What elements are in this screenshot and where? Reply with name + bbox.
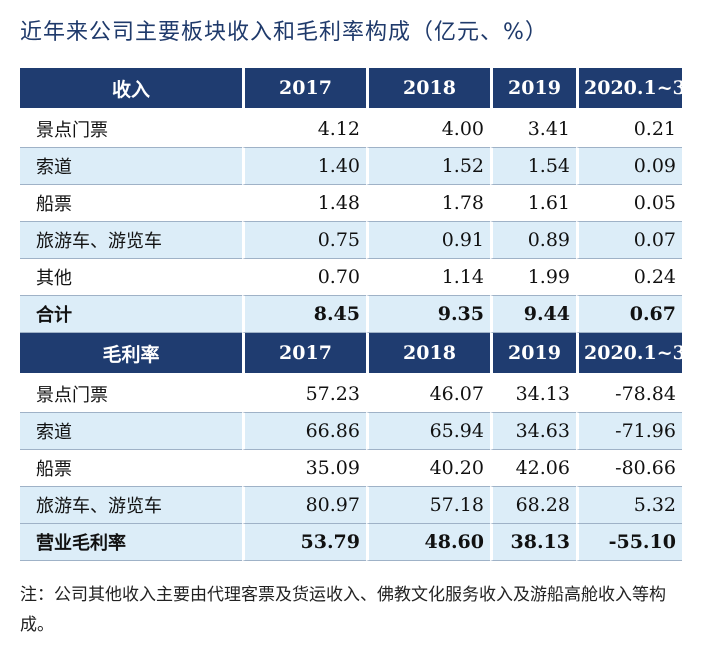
cell-value: 1.54 bbox=[490, 148, 576, 185]
cell-value: -80.66 bbox=[576, 450, 682, 487]
table-row: 旅游车、游览车 0.75 0.91 0.89 0.07 bbox=[20, 222, 682, 259]
cell-value: 0.07 bbox=[576, 222, 682, 259]
table-row: 景点门票 57.23 46.07 34.13 -78.84 bbox=[20, 376, 682, 413]
cell-value: 9.35 bbox=[366, 296, 490, 333]
total-row: 合计 8.45 9.35 9.44 0.67 bbox=[20, 296, 682, 333]
table-row: 旅游车、游览车 80.97 57.18 68.28 5.32 bbox=[20, 487, 682, 524]
cell-value: 34.63 bbox=[490, 413, 576, 450]
cell-value: 0.70 bbox=[242, 259, 366, 296]
table-row: 景点门票 4.12 4.00 3.41 0.21 bbox=[20, 111, 682, 148]
cell-value: 1.52 bbox=[366, 148, 490, 185]
cell-value: 68.28 bbox=[490, 487, 576, 524]
cell-value: 57.23 bbox=[242, 376, 366, 413]
header-cell: 2019 bbox=[490, 333, 576, 373]
cell-value: -55.10 bbox=[576, 524, 682, 561]
cell-value: -78.84 bbox=[576, 376, 682, 413]
row-label: 其他 bbox=[20, 259, 242, 296]
header-cell: 2018 bbox=[366, 333, 490, 373]
cell-value: 46.07 bbox=[366, 376, 490, 413]
table-row: 索道 1.40 1.52 1.54 0.09 bbox=[20, 148, 682, 185]
spacer-row bbox=[20, 108, 682, 111]
row-label: 船票 bbox=[20, 185, 242, 222]
cell-value: 0.09 bbox=[576, 148, 682, 185]
header-cell: 2020.1~3 bbox=[576, 68, 686, 108]
cell-value: 1.48 bbox=[242, 185, 366, 222]
cell-value: 34.13 bbox=[490, 376, 576, 413]
cell-value: 57.18 bbox=[366, 487, 490, 524]
spacer-cell bbox=[20, 373, 682, 376]
header-cell: 2017 bbox=[242, 68, 366, 108]
cell-value: 40.20 bbox=[366, 450, 490, 487]
cell-value: 48.60 bbox=[366, 524, 490, 561]
cell-value: 0.24 bbox=[576, 259, 682, 296]
header-cell: 收入 bbox=[20, 68, 242, 108]
row-label: 索道 bbox=[20, 148, 242, 185]
cell-value: 1.61 bbox=[490, 185, 576, 222]
cell-value: 0.21 bbox=[576, 111, 682, 148]
header-cell: 2020.1~3 bbox=[576, 333, 686, 373]
table-row: 船票 1.48 1.78 1.61 0.05 bbox=[20, 185, 682, 222]
header-cell: 2018 bbox=[366, 68, 490, 108]
row-label: 景点门票 bbox=[20, 376, 242, 413]
cell-value: 65.94 bbox=[366, 413, 490, 450]
cell-value: 1.78 bbox=[366, 185, 490, 222]
header-cell: 2017 bbox=[242, 333, 366, 373]
cell-value: 1.14 bbox=[366, 259, 490, 296]
cell-value: 4.00 bbox=[366, 111, 490, 148]
row-label: 合计 bbox=[20, 296, 242, 333]
row-label: 船票 bbox=[20, 450, 242, 487]
spacer-cell bbox=[20, 108, 682, 111]
cell-value: 80.97 bbox=[242, 487, 366, 524]
row-label: 索道 bbox=[20, 413, 242, 450]
row-label: 营业毛利率 bbox=[20, 524, 242, 561]
table-row: 索道 66.86 65.94 34.63 -71.96 bbox=[20, 413, 682, 450]
cell-value: 0.89 bbox=[490, 222, 576, 259]
cell-value: 35.09 bbox=[242, 450, 366, 487]
cell-value: 0.91 bbox=[366, 222, 490, 259]
table-row: 其他 0.70 1.14 1.99 0.24 bbox=[20, 259, 682, 296]
cell-value: 42.06 bbox=[490, 450, 576, 487]
footnote: 注：公司其他收入主要由代理客票及货运收入、佛教文化服务收入及游船高舱收入等构成。 bbox=[20, 585, 666, 635]
header-cell: 毛利率 bbox=[20, 333, 242, 373]
cell-value: 53.79 bbox=[242, 524, 366, 561]
row-label: 旅游车、游览车 bbox=[20, 222, 242, 259]
cell-value: 66.86 bbox=[242, 413, 366, 450]
cell-value: 3.41 bbox=[490, 111, 576, 148]
cell-value: 38.13 bbox=[490, 524, 576, 561]
cell-value: 0.75 bbox=[242, 222, 366, 259]
total-row: 营业毛利率 53.79 48.60 38.13 -55.10 bbox=[20, 524, 682, 561]
table-row: 船票 35.09 40.20 42.06 -80.66 bbox=[20, 450, 682, 487]
header-cell: 2019 bbox=[490, 68, 576, 108]
cell-value: 5.32 bbox=[576, 487, 682, 524]
cell-value: 1.40 bbox=[242, 148, 366, 185]
table-title: 近年来公司主要板块收入和毛利率构成（亿元、%） bbox=[20, 20, 548, 45]
spacer-row bbox=[20, 373, 682, 376]
revenue-margin-table: 收入 2017 2018 2019 2020.1~3 景点门票 4.12 4.00 3.41 0.… bbox=[20, 68, 686, 561]
cell-value: 8.45 bbox=[242, 296, 366, 333]
cell-value: 0.67 bbox=[576, 296, 682, 333]
cell-value: 1.99 bbox=[490, 259, 576, 296]
cell-value: 0.05 bbox=[576, 185, 682, 222]
row-label: 旅游车、游览车 bbox=[20, 487, 242, 524]
row-label: 景点门票 bbox=[20, 111, 242, 148]
margin-header-row: 毛利率 2017 2018 2019 2020.1~3 bbox=[20, 333, 686, 373]
revenue-header-row: 收入 2017 2018 2019 2020.1~3 bbox=[20, 68, 686, 108]
cell-value: 4.12 bbox=[242, 111, 366, 148]
cell-value: 9.44 bbox=[490, 296, 576, 333]
cell-value: -71.96 bbox=[576, 413, 682, 450]
